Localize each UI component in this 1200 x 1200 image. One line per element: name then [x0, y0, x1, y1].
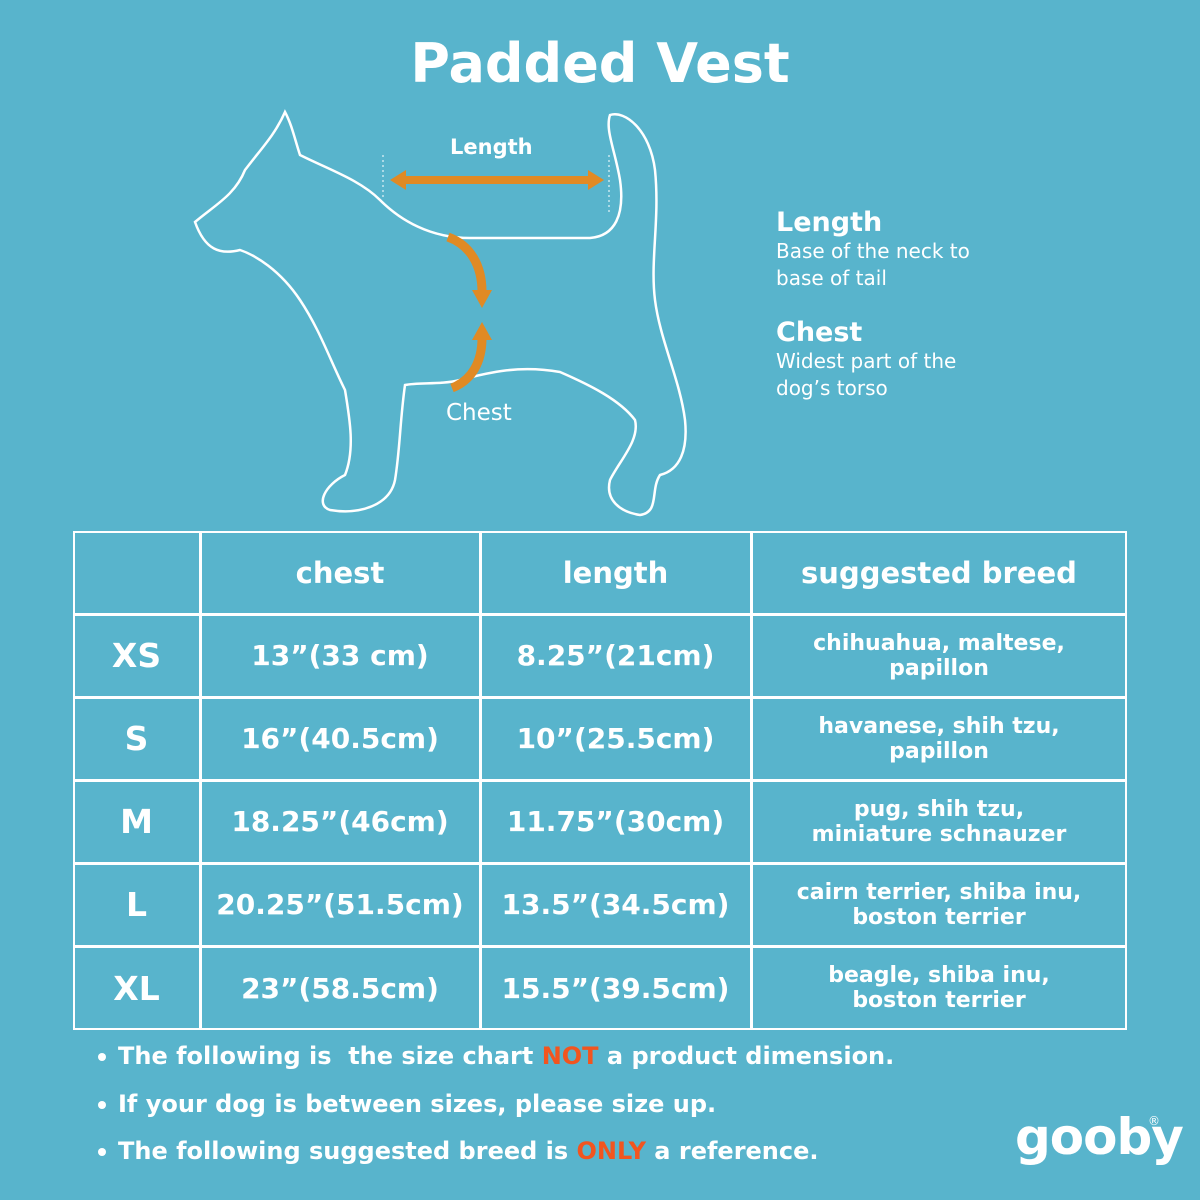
header-cell: chest — [200, 531, 480, 614]
table-cell: 11.75”(30cm) — [480, 780, 751, 863]
breed-line: chihuahua, maltese, — [813, 630, 1065, 656]
cell-text: 15.5”(39.5cm) — [501, 971, 730, 1005]
cell-text: M — [120, 802, 153, 841]
header-cell: suggested breed — [751, 531, 1127, 614]
cell-text: 10”(25.5cm) — [516, 722, 715, 755]
title: Padded Vest — [410, 32, 790, 95]
legend-description: base of tail — [776, 266, 887, 290]
cell-text: 13”(33 cm) — [251, 639, 429, 672]
arrowhead — [472, 322, 492, 340]
table-line — [73, 862, 1127, 865]
breed-line: cairn terrier, shiba inu, — [796, 879, 1082, 905]
cell-text: 13.5”(34.5cm) — [501, 888, 730, 921]
legend-description: Widest part of the — [776, 349, 957, 373]
table-cell: 23”(58.5cm) — [200, 946, 480, 1030]
table-cell: 15.5”(39.5cm) — [480, 946, 751, 1030]
arrowhead — [588, 170, 604, 190]
breed-line: miniature schnauzer — [811, 821, 1067, 847]
note-text: a product dimension. — [598, 1042, 895, 1070]
bullet — [98, 1053, 106, 1061]
header-text: chest — [295, 555, 385, 590]
table-cell: 10”(25.5cm) — [480, 697, 751, 780]
breed-line: boston terrier — [852, 988, 1026, 1013]
legend-term: Length — [776, 207, 883, 238]
note-text: NOT — [541, 1042, 599, 1070]
length-label: Length — [450, 135, 533, 159]
table-cell: 13.5”(34.5cm) — [480, 863, 751, 946]
bullet — [98, 1101, 106, 1109]
table-cell: cairn terrier, shiba inu, boston terrier — [751, 863, 1127, 946]
cell-text: S — [124, 719, 149, 758]
legend-term: Chest — [776, 317, 863, 348]
note-text: a reference. — [645, 1137, 819, 1165]
note-text: The following is the size chart — [118, 1042, 542, 1070]
arrowhead — [472, 290, 492, 308]
table-cell: chihuahua, maltese, papillon — [751, 614, 1127, 697]
note: If your dog is between sizes, please siz… — [98, 1090, 716, 1118]
table-cell: XL — [73, 946, 200, 1030]
table-cell: 13”(33 cm) — [200, 614, 480, 697]
cell-text: XL — [113, 968, 160, 1008]
table-line — [73, 613, 1127, 616]
cell-text: 20.25”(51.5cm) — [216, 888, 464, 921]
table-cell: M — [73, 780, 200, 863]
header-text: length — [562, 555, 669, 590]
arrowhead — [390, 170, 406, 190]
dog-diagram — [193, 109, 687, 517]
table-cell: 20.25”(51.5cm) — [200, 863, 480, 946]
cell-text: 16”(40.5cm) — [241, 722, 439, 755]
legend-description: dog’s torso — [776, 376, 888, 400]
cell-text: L — [125, 885, 148, 924]
table-cell: 16”(40.5cm) — [200, 697, 480, 780]
breed-line: pug, shih tzu, — [853, 796, 1025, 822]
cell-text: XS — [111, 636, 162, 675]
note: The following is the size chart NOT a pr… — [98, 1042, 894, 1070]
dog-outline — [193, 109, 687, 517]
cell-text: 8.25”(21cm) — [516, 639, 715, 672]
table-cell: havanese, shih tzu, papillon — [751, 697, 1127, 780]
note: The following suggested breed is ONLY a … — [98, 1137, 819, 1165]
cell-text: 23”(58.5cm) — [241, 971, 439, 1005]
note-text: If your dog is between sizes, please siz… — [118, 1090, 717, 1118]
header-text: suggested breed — [801, 555, 1077, 590]
bullet — [98, 1148, 106, 1156]
note-text: The following suggested breed is — [118, 1137, 577, 1165]
chest-arrow — [446, 232, 487, 293]
logo: gooby — [1015, 1108, 1184, 1166]
breed-line: boston terrier — [852, 904, 1026, 930]
legend-description: Base of the neck to — [776, 239, 970, 263]
cell-text: 18.25”(46cm) — [231, 805, 449, 838]
chest-arrow — [450, 337, 487, 393]
breed-line: papillon — [889, 738, 989, 764]
table-line — [73, 945, 1127, 948]
table-cell: L — [73, 863, 200, 946]
cell-text: 11.75”(30cm) — [506, 805, 725, 838]
note-text: ONLY — [576, 1137, 646, 1165]
logo-mark: ® — [1148, 1114, 1160, 1128]
table-line — [73, 696, 1127, 699]
header-cell: length — [480, 531, 751, 614]
table-cell: 8.25”(21cm) — [480, 614, 751, 697]
breed-line: beagle, shiba inu, — [828, 963, 1050, 988]
chest-label: Chest — [446, 400, 512, 426]
table-cell: beagle, shiba inu, boston terrier — [751, 946, 1127, 1030]
table-cell: 18.25”(46cm) — [200, 780, 480, 863]
breed-line: havanese, shih tzu, — [818, 713, 1060, 739]
table-cell: S — [73, 697, 200, 780]
table-cell: pug, shih tzu, miniature schnauzer — [751, 780, 1127, 863]
breed-line: papillon — [889, 655, 989, 681]
table-line — [73, 779, 1127, 782]
table-cell: XS — [73, 614, 200, 697]
